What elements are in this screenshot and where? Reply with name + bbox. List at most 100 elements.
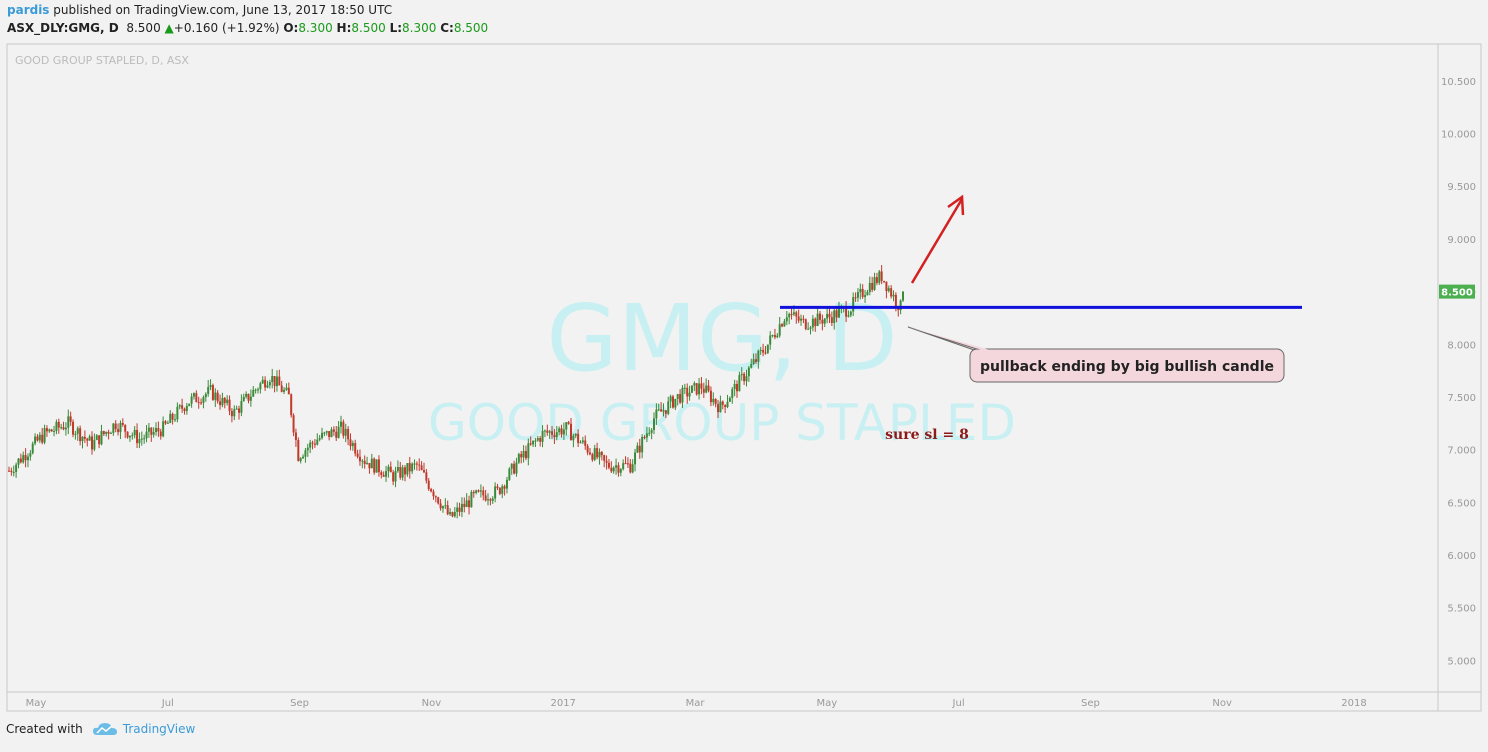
callout[interactable]: pullback ending by big bullish candle — [907, 326, 1285, 383]
candle — [501, 484, 504, 499]
candle — [259, 381, 262, 394]
candle — [399, 462, 402, 480]
candle — [432, 489, 435, 500]
candle — [290, 393, 293, 418]
candle — [292, 413, 295, 437]
candle — [835, 307, 838, 323]
candle — [584, 435, 587, 450]
candle — [636, 442, 639, 453]
candle — [55, 419, 58, 435]
candle — [757, 349, 760, 369]
candle — [413, 459, 416, 470]
candle — [69, 411, 72, 426]
stop-loss-note: sure sl = 8 — [885, 427, 969, 443]
candle — [871, 276, 874, 293]
candle — [126, 431, 129, 439]
candle — [769, 331, 772, 350]
candle — [207, 380, 210, 397]
candle — [759, 346, 762, 355]
candle — [781, 323, 784, 328]
candle — [387, 464, 390, 478]
candle — [745, 369, 748, 387]
candle — [790, 308, 793, 320]
candle — [631, 459, 634, 474]
candle — [510, 463, 513, 475]
x-tick-label: 2017 — [550, 698, 575, 709]
candle — [43, 424, 46, 445]
candle — [878, 269, 881, 285]
candle — [19, 453, 22, 464]
candle — [240, 394, 243, 417]
candle — [223, 396, 226, 409]
candle — [382, 471, 385, 477]
author-link[interactable]: pardis — [7, 3, 50, 17]
candle — [48, 428, 51, 433]
candle — [140, 431, 143, 446]
candle — [695, 383, 698, 396]
candle — [883, 280, 886, 284]
candle — [773, 328, 776, 340]
candle — [567, 420, 570, 425]
candle — [271, 368, 274, 389]
candle — [349, 433, 352, 451]
candle — [275, 370, 278, 392]
y-tick-label: 9.000 — [1447, 235, 1476, 246]
candle — [128, 435, 131, 442]
candle — [712, 392, 715, 406]
candle — [532, 440, 535, 447]
candle — [278, 369, 281, 386]
candle — [264, 376, 267, 391]
candle — [45, 425, 48, 437]
candle — [427, 478, 430, 491]
up-arrow[interactable] — [910, 194, 965, 284]
candle — [323, 431, 326, 437]
candle — [619, 468, 622, 477]
candle — [657, 403, 660, 412]
candle — [465, 493, 468, 508]
candle — [268, 379, 271, 389]
candle — [363, 455, 366, 469]
x-tick-label: Sep — [1081, 698, 1100, 709]
price-axis[interactable] — [1437, 43, 1482, 693]
candle — [487, 493, 490, 506]
candle — [809, 325, 812, 335]
symbol-name: ASX_DLY:GMG, D — [7, 21, 119, 35]
candle — [539, 435, 542, 447]
candle — [62, 421, 65, 431]
candle — [361, 458, 364, 469]
candle — [807, 322, 810, 330]
candle — [437, 496, 440, 505]
candle — [494, 482, 497, 503]
y-tick-label: 6.500 — [1447, 498, 1476, 509]
candle — [861, 284, 864, 299]
candle — [119, 420, 122, 440]
candle — [738, 371, 741, 392]
candle — [425, 469, 428, 484]
candle — [88, 434, 91, 441]
y-tick-label: 7.000 — [1447, 446, 1476, 457]
candle — [762, 343, 765, 357]
open-value: 8.300 — [298, 21, 333, 35]
candle — [188, 403, 191, 407]
candle — [74, 430, 77, 440]
candle — [797, 309, 800, 324]
candle — [463, 497, 466, 513]
candle — [892, 290, 895, 302]
candle — [551, 426, 554, 439]
candle — [553, 429, 556, 444]
candle — [131, 432, 134, 440]
candle — [60, 423, 63, 430]
x-tick-label: Nov — [422, 698, 442, 709]
candle — [603, 454, 606, 468]
candle — [368, 462, 371, 474]
tradingview-link[interactable]: TradingView — [122, 722, 196, 736]
candle — [404, 465, 407, 482]
y-tick-label: 10.000 — [1441, 130, 1476, 141]
candle — [816, 308, 819, 327]
candle — [662, 403, 665, 417]
candle — [650, 427, 653, 440]
candle — [287, 382, 290, 395]
candle — [854, 292, 857, 302]
